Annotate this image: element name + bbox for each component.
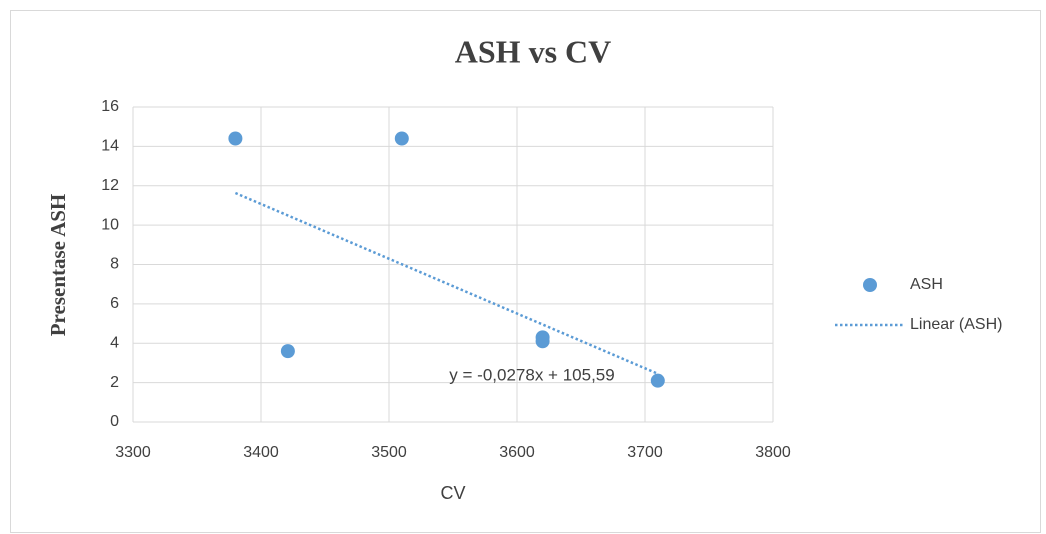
x-tick-label: 3300 [115, 444, 151, 461]
scatter-point [394, 131, 409, 146]
y-axis-label: Presentase ASH [46, 194, 70, 337]
y-tick-label: 14 [101, 138, 119, 155]
scatter-point [280, 344, 295, 359]
y-tick-label: 16 [101, 98, 119, 115]
trendline [234, 191, 659, 375]
x-tick-label: 3800 [755, 444, 791, 461]
legend-label: Linear (ASH) [910, 316, 1002, 333]
scatter-point [535, 334, 550, 349]
y-tick-label: 6 [110, 295, 119, 312]
x-tick-label: 3500 [371, 444, 407, 461]
legend-marker [863, 278, 877, 292]
legend-label: ASH [910, 276, 943, 293]
x-tick-label: 3600 [499, 444, 535, 461]
x-axis-label: CV [440, 483, 465, 503]
scatter-point [228, 131, 243, 146]
scatter-point [650, 373, 665, 388]
y-tick-label: 0 [110, 413, 119, 430]
y-tick-label: 4 [110, 334, 119, 351]
chart-frame [10, 10, 1041, 533]
x-tick-label: 3700 [627, 444, 663, 461]
y-tick-label: 2 [110, 374, 119, 391]
trendline-equation: y = -0,0278x + 105,59 [449, 365, 614, 384]
y-tick-label: 12 [101, 177, 119, 194]
y-tick-label: 10 [101, 216, 119, 233]
x-tick-label: 3400 [243, 444, 279, 461]
chart-title: ASH vs CV [455, 33, 611, 69]
y-tick-label: 8 [110, 256, 119, 273]
